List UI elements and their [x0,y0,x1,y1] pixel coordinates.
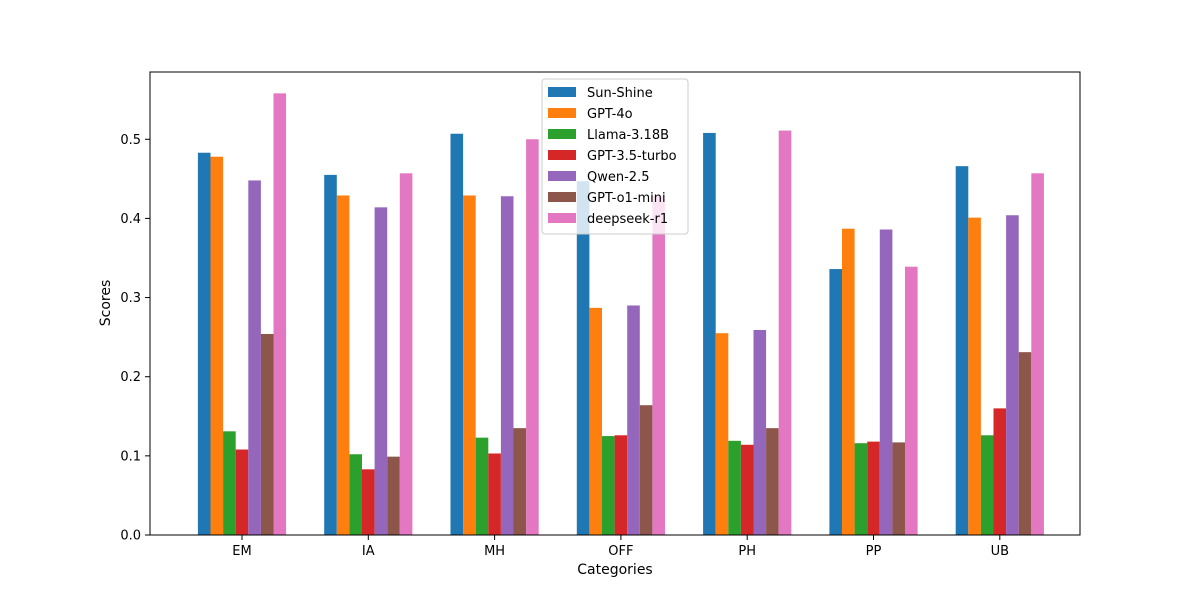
x-tick-label: PH [738,544,756,559]
legend-box [541,78,689,235]
bar [1031,173,1044,535]
bar [387,456,400,535]
bar [968,217,981,535]
bar [1018,352,1032,535]
bar [374,207,388,535]
legend-label: Qwen-2.5 [587,170,649,185]
legend-swatch [548,213,576,223]
legend-swatch [548,87,576,97]
bar [500,196,514,535]
bar [488,453,501,535]
legend-label: Llama-3.18B [587,128,669,143]
bar [778,130,792,535]
legend: Sun-Shine GPT-4o Llama-3.18B GPT-3.5-turbo Q… [541,78,689,235]
legend-swatch [548,192,576,202]
legend-swatch [548,171,576,181]
x-tick-label: IA [362,544,375,559]
legend-label: GPT-o1-mini [587,191,666,206]
bar [639,405,653,535]
x-tick-label: EM [232,544,251,559]
bar [993,408,1007,535]
bar [753,330,767,535]
bar [740,444,754,535]
bar [197,152,211,536]
bar [463,195,476,535]
bar [349,454,362,535]
bar [905,266,918,535]
bar [399,173,413,535]
legend-label: deepseek-r1 [587,212,668,227]
bar [829,269,842,535]
bar [362,469,375,535]
y-tick-label: 0.4 [120,212,141,227]
y-tick-label: 0.3 [120,291,141,306]
y-tick-label: 0.5 [120,133,141,148]
bar [703,132,716,535]
y-tick-label: 0.0 [120,529,141,544]
x-axis-label: Categories [577,562,652,578]
legend-swatch [548,108,576,118]
bar [235,449,249,535]
bar [652,196,665,535]
legend-swatch [548,150,576,160]
y-tick-label: 0.2 [120,370,141,385]
x-tick-label: PP [866,544,882,559]
y-axis-label: Scores [98,280,114,327]
plot-frame [149,71,1081,536]
bar [589,307,602,535]
bar [766,428,779,535]
bar [867,441,880,535]
bar [879,229,893,535]
bar [273,93,287,536]
bar [526,139,539,535]
y-tick-label: 0.1 [120,449,141,464]
bar [980,435,994,535]
bar [475,437,489,535]
x-axis: EM IA MH OFF PH PP UB [232,535,1009,559]
bar [576,181,590,535]
bar [513,428,527,535]
bar [210,156,224,535]
legend-swatch [548,129,576,139]
bar [1006,215,1019,535]
bar [728,440,741,535]
bar [248,180,261,535]
bar [955,166,969,535]
legend-label: Sun-Shine [587,86,653,101]
y-axis: 0.0 0.1 0.2 0.3 0.4 0.5 [120,133,150,544]
bar [602,436,615,535]
bar [627,305,640,535]
bar [450,133,464,536]
legend-label: GPT-3.5-turbo [587,149,677,164]
bar [892,442,905,535]
legend-label: GPT-4o [587,107,633,122]
bar [336,195,350,535]
x-tick-label: MH [484,544,505,559]
bar [715,333,729,535]
x-tick-label: OFF [608,544,633,559]
bar [324,174,337,535]
bar [614,435,628,535]
x-tick-label: UB [991,544,1009,559]
bar [260,333,274,535]
bar [854,443,868,535]
bars-layer [197,93,1044,536]
bar [223,431,236,535]
bar [842,228,855,535]
